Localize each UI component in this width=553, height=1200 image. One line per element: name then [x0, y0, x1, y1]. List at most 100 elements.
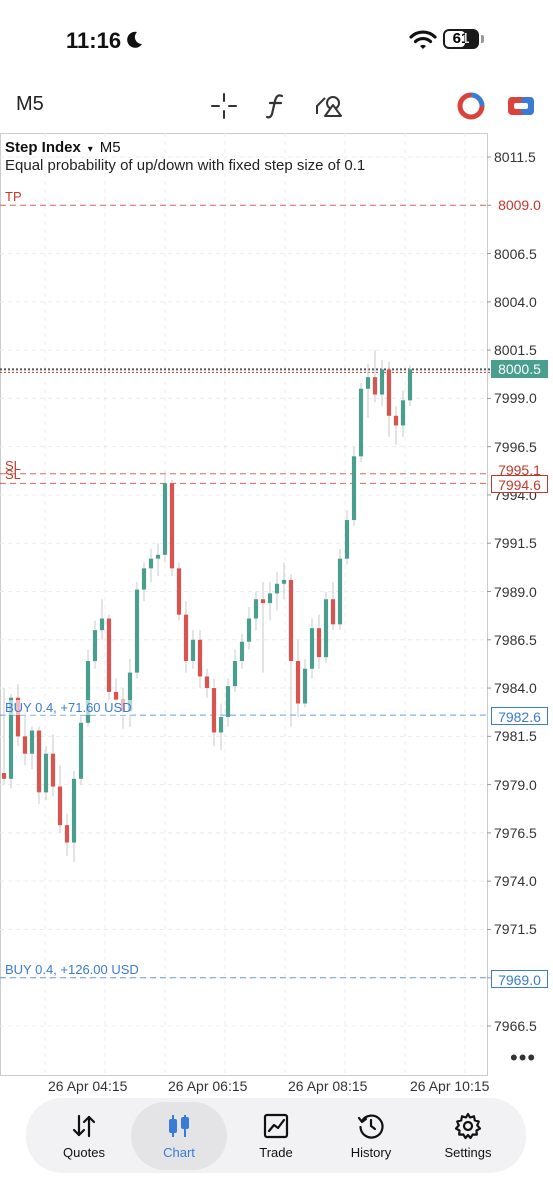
candle-body [218, 717, 224, 733]
candle-body [50, 753, 56, 787]
wifi-icon [409, 30, 437, 49]
price-tick-label: 7989.0 [494, 583, 537, 600]
candle-body [351, 456, 357, 521]
crosshair-icon[interactable] [210, 92, 238, 120]
candle-body [302, 668, 308, 704]
tp-price: 8009.0 [498, 197, 541, 213]
price-tick-label: 7986.5 [494, 631, 537, 648]
candle-body [78, 722, 84, 779]
history-clock-icon [357, 1114, 384, 1139]
candlestick-icon [169, 1115, 189, 1137]
candle-body [15, 697, 21, 737]
date-label: 26 Apr 08:15 [288, 1078, 368, 1094]
candle-body [393, 415, 399, 426]
candle-body [295, 661, 301, 704]
candle-body [85, 661, 91, 723]
price-chart[interactable] [0, 133, 553, 1098]
candle-body [260, 599, 266, 604]
status-bar: 11:16 61 [0, 0, 553, 80]
objects-icon[interactable] [314, 92, 344, 120]
candle-body [43, 753, 49, 793]
date-label: 26 Apr 06:15 [168, 1078, 248, 1094]
candle-body [281, 579, 287, 584]
symbol-name[interactable]: Step Index [5, 139, 81, 156]
candle-body [232, 661, 238, 687]
tp-label[interactable]: TP [5, 189, 22, 204]
quotes-arrows-icon [72, 1114, 96, 1138]
candle-body [155, 554, 161, 559]
tab-label: Settings [444, 1145, 492, 1160]
candle-body [127, 672, 133, 712]
sl-price-2: 7994.6 [491, 475, 548, 493]
candle-body [267, 593, 273, 604]
price-tick-label: 7979.0 [494, 776, 537, 793]
candle-body [386, 369, 392, 416]
buy-position-label-2[interactable]: BUY 0.4, +126.00 USD [5, 962, 139, 977]
candle-body [71, 778, 77, 843]
candle-body [372, 377, 378, 395]
candle-body [64, 825, 70, 843]
candle-body [344, 520, 350, 559]
price-tick-label: 7991.5 [494, 535, 537, 552]
ellipsis-icon[interactable]: ••• [510, 1045, 537, 1070]
tab-chart[interactable]: Chart [131, 1102, 227, 1170]
current-price: 8000.5 [491, 360, 548, 378]
candle-body [162, 483, 168, 555]
candle-body [274, 583, 280, 594]
date-label: 26 Apr 04:15 [48, 1078, 128, 1094]
price-tick-label: 7984.0 [494, 680, 537, 697]
candle-body [148, 558, 154, 569]
sl-label-2[interactable]: SL [5, 467, 21, 482]
candle-body [239, 641, 245, 662]
candle-body [288, 579, 294, 662]
tab-history[interactable]: History [323, 1102, 419, 1170]
trend-chart-icon [263, 1113, 289, 1139]
candle-body [365, 377, 371, 389]
indicators-icon[interactable] [264, 92, 288, 120]
price-tick-label: 7976.5 [494, 824, 537, 841]
price-tick-label: 7974.0 [494, 873, 537, 890]
price-tick-label: 7971.5 [494, 921, 537, 938]
symbol-description: Equal probability of up/down with fixed … [5, 157, 366, 174]
buy-price-2: 7969.0 [491, 970, 548, 988]
candle-body [330, 599, 336, 625]
candle-body [36, 730, 42, 793]
sl-label-1[interactable]: SL [5, 458, 21, 473]
candle-body [407, 369, 413, 401]
trade-panel-icon[interactable] [507, 92, 535, 120]
price-tick-label: 7996.5 [494, 438, 537, 455]
buy-position-label-1[interactable]: BUY 0.4, +71.60 USD [5, 700, 132, 715]
chart-canvas[interactable] [0, 133, 553, 1098]
one-click-trading-icon[interactable] [457, 92, 485, 120]
chart-header: Step Index ▾ M5 [5, 139, 121, 156]
candle-body [400, 400, 406, 426]
price-tick-label: 8001.5 [494, 342, 537, 359]
candle-body [176, 568, 182, 615]
tab-label: Quotes [63, 1145, 105, 1160]
tab-trade[interactable]: Trade [228, 1102, 324, 1170]
tab-label: Trade [259, 1145, 293, 1160]
candle-body [316, 628, 322, 658]
status-time: 11:16 [66, 28, 122, 53]
tab-settings[interactable]: Settings [420, 1102, 516, 1170]
price-tick-label: 7966.5 [494, 1018, 537, 1034]
price-tick-label: 7981.5 [494, 728, 537, 745]
price-tick-label: 8006.5 [494, 245, 537, 262]
candle-body [134, 589, 140, 673]
buy-price-1: 7982.6 [491, 707, 548, 725]
candle-body [190, 639, 196, 662]
sl-price-1: 7995.1 [491, 464, 548, 476]
tab-quotes[interactable]: Quotes [36, 1102, 132, 1170]
candle-body [113, 691, 119, 700]
timeframe-button[interactable]: M5 [16, 93, 44, 115]
candle-body [8, 697, 14, 779]
candle-body [92, 630, 98, 662]
candle-body [323, 599, 329, 658]
candle-body [204, 676, 210, 689]
chart-border [0, 133, 488, 1076]
candle-body [99, 618, 105, 631]
candle-body [1, 773, 7, 779]
tab-label: Chart [163, 1145, 195, 1160]
candle-body [337, 558, 343, 625]
candle-body [106, 618, 112, 692]
